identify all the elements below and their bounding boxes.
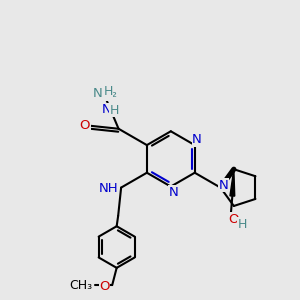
- Text: N: N: [168, 186, 178, 199]
- Text: NH: NH: [99, 182, 119, 195]
- Polygon shape: [230, 169, 235, 196]
- Text: O: O: [229, 213, 239, 226]
- Text: N: N: [219, 179, 228, 192]
- Text: O: O: [99, 280, 110, 293]
- Text: CH₃: CH₃: [70, 279, 93, 292]
- Text: N: N: [192, 133, 202, 146]
- Text: O: O: [80, 119, 90, 132]
- Text: H: H: [238, 218, 247, 231]
- Text: N: N: [102, 103, 112, 116]
- Text: NH₂: NH₂: [93, 88, 118, 100]
- Text: H: H: [110, 104, 119, 117]
- Text: H: H: [103, 85, 113, 98]
